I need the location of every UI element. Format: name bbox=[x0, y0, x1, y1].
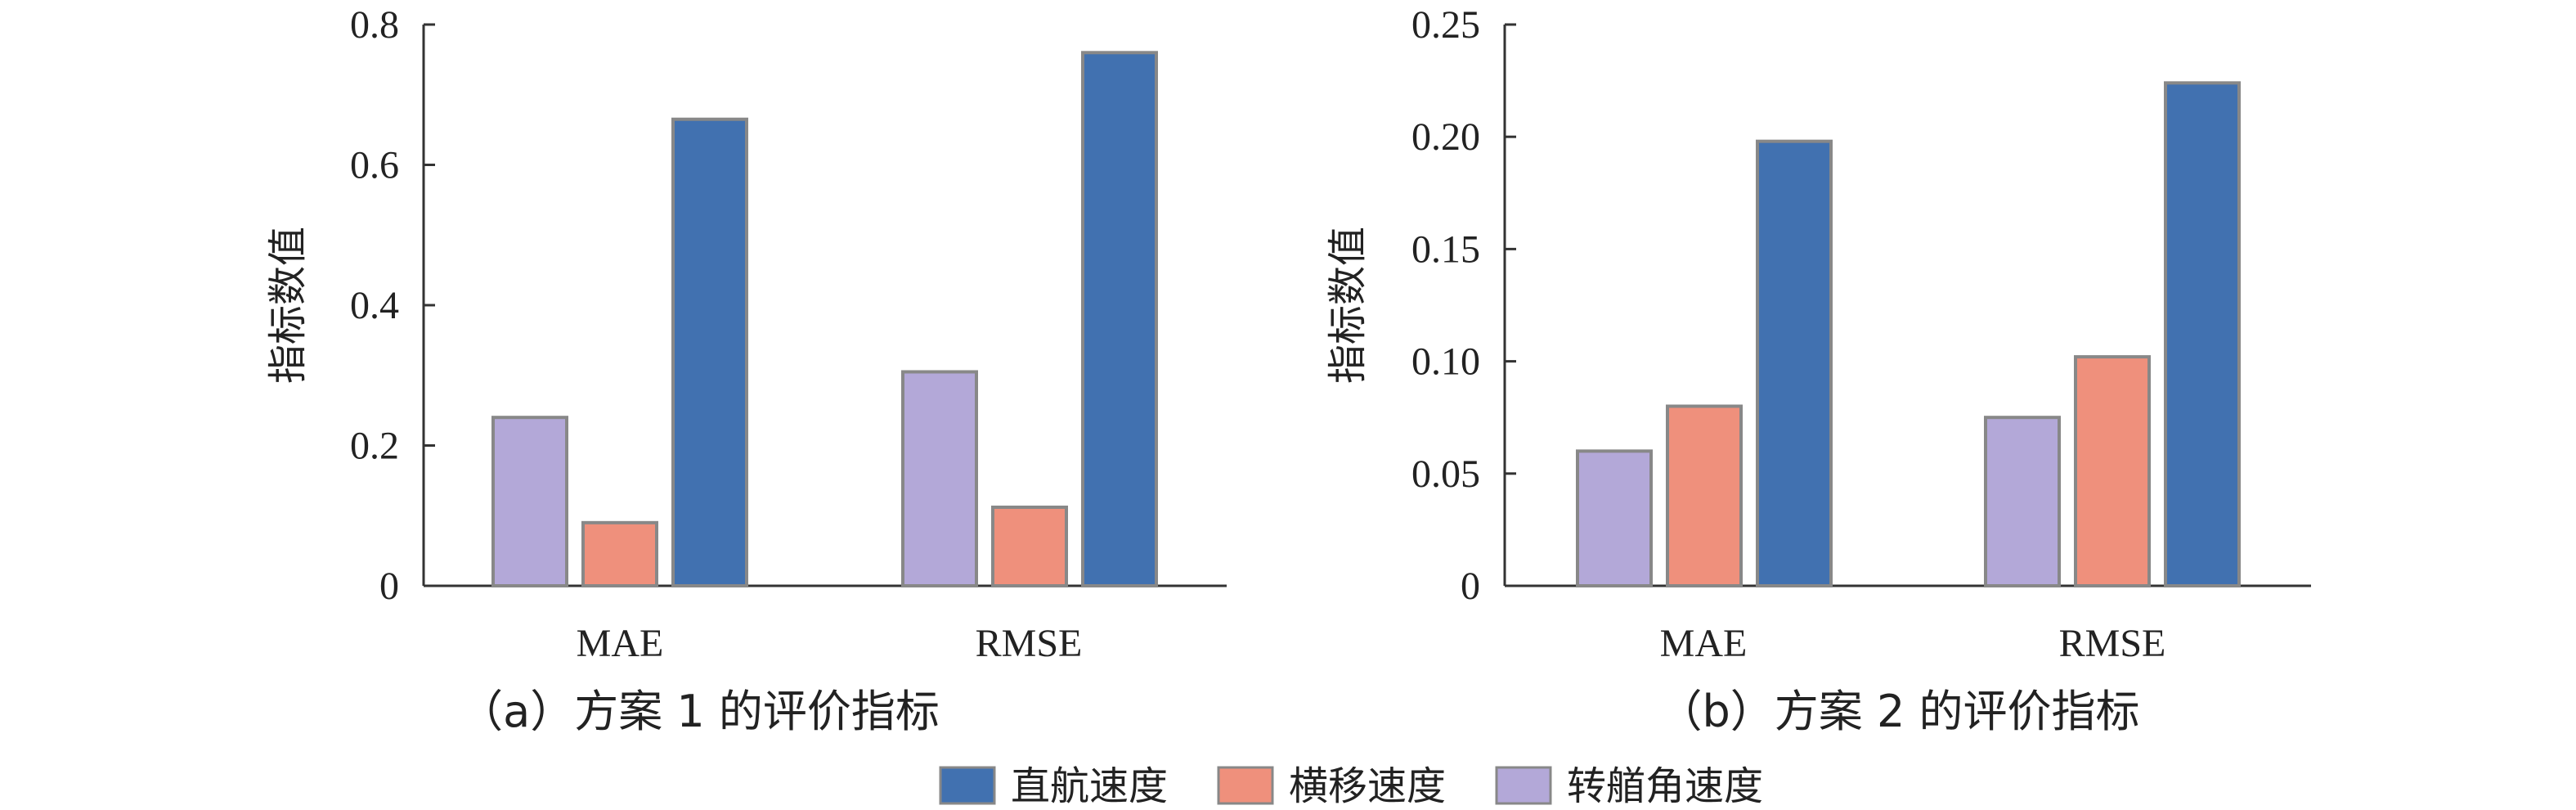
legend-label-surge-speed: 直航速度 bbox=[1011, 763, 1168, 809]
legend-swatch-yaw-rate bbox=[1495, 766, 1552, 805]
bar-rmse-surge-speed bbox=[2164, 81, 2241, 588]
bar-rmse-sway-speed bbox=[2074, 355, 2151, 587]
legend-swatch-surge-speed bbox=[939, 766, 996, 805]
y-tick-label: 0.05 bbox=[1411, 452, 1480, 496]
x-category-label: RMSE bbox=[976, 622, 1083, 665]
bar-rmse-sway-speed bbox=[991, 505, 1068, 588]
legend: 直航速度 横移速度 转艏角速度 bbox=[939, 763, 1763, 809]
legend-label-yaw-rate: 转艏角速度 bbox=[1567, 763, 1763, 809]
bar-mae-yaw-rate bbox=[491, 416, 568, 588]
y-tick-label: 0 bbox=[379, 565, 399, 608]
bar-rmse-surge-speed bbox=[1081, 51, 1158, 588]
y-axis-label: 指标数值 bbox=[265, 227, 311, 384]
y-tick-label: 0.15 bbox=[1411, 227, 1480, 271]
bar-mae-surge-speed bbox=[1756, 139, 1833, 588]
legend-label-sway-speed: 横移速度 bbox=[1289, 763, 1446, 809]
bar-mae-surge-speed bbox=[671, 117, 748, 587]
y-axis-label: 指标数值 bbox=[1325, 227, 1371, 384]
x-category-label: MAE bbox=[577, 622, 664, 665]
bar-mae-yaw-rate bbox=[1576, 449, 1653, 587]
y-tick-label: 0.20 bbox=[1411, 115, 1480, 159]
bar-mae-sway-speed bbox=[581, 520, 658, 588]
chart-a: 0 0.2 0.4 0.6 0.8 指标数值 MAE RMSE bbox=[265, 3, 1227, 665]
chart-b: 0 0.05 0.10 0.15 0.20 0.25 指标数值 MAE RMSE bbox=[1325, 3, 2311, 665]
x-category-label: MAE bbox=[1660, 622, 1748, 665]
caption-a: （a）方案 1 的评价指标 bbox=[459, 686, 940, 737]
legend-swatch-sway-speed bbox=[1217, 766, 1274, 805]
bar-rmse-yaw-rate bbox=[1984, 416, 2061, 588]
caption-b: （b）方案 2 的评价指标 bbox=[1658, 686, 2140, 737]
y-tick-label: 0.2 bbox=[350, 425, 399, 468]
y-tick-label: 0.8 bbox=[350, 3, 399, 47]
y-tick-label: 0.6 bbox=[350, 144, 399, 187]
bar-rmse-yaw-rate bbox=[901, 370, 978, 587]
y-tick-label: 0.10 bbox=[1411, 340, 1480, 384]
y-tick-label: 0 bbox=[1461, 565, 1480, 608]
x-category-label: RMSE bbox=[2059, 622, 2166, 665]
y-tick-label: 0.25 bbox=[1411, 3, 1480, 47]
y-tick-label: 0.4 bbox=[350, 284, 399, 327]
bar-mae-sway-speed bbox=[1666, 404, 1743, 588]
